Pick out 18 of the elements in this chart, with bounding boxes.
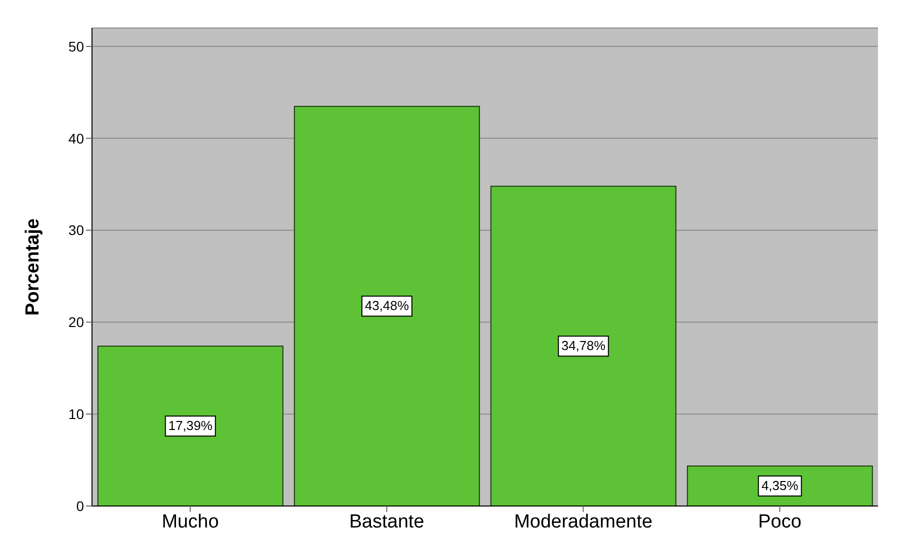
y-tick-label: 20 <box>68 314 84 330</box>
x-tick-label: Moderadamente <box>514 511 652 532</box>
data-label: 17,39% <box>168 418 213 434</box>
x-tick-label: Poco <box>758 511 802 532</box>
data-label: 43,48% <box>364 298 410 314</box>
bar <box>490 186 676 506</box>
data-label: 34,78% <box>561 338 606 354</box>
y-tick-label: 0 <box>76 498 84 514</box>
y-tick-label: 40 <box>68 130 84 146</box>
y-tick-label: 10 <box>68 406 84 422</box>
x-tick-label: Bastante <box>349 511 424 532</box>
x-tick-label: Mucho <box>162 511 219 532</box>
y-tick-label: 30 <box>68 222 84 238</box>
y-tick-label: 50 <box>68 38 84 54</box>
y-axis-title: Porcentaje <box>22 218 44 316</box>
data-label: 4,35% <box>761 478 799 494</box>
bar <box>294 106 480 506</box>
bar <box>97 346 284 506</box>
